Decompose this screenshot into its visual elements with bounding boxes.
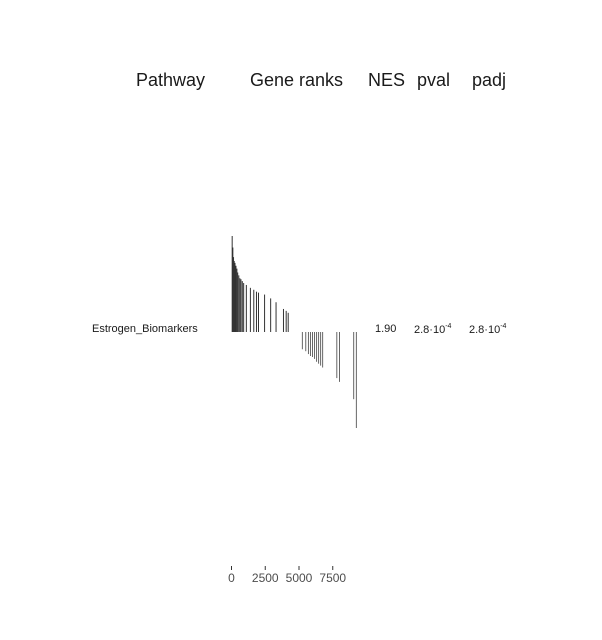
pval-exponent: -4 — [445, 323, 452, 330]
pval-value: 2.8·10-4 — [414, 323, 451, 336]
pval-mantissa: 2.8·10 — [414, 324, 446, 336]
padj-mantissa: 2.8·10 — [469, 324, 501, 336]
header-gene-ranks: Gene ranks — [250, 70, 344, 90]
axis-tick-label: 0 — [228, 571, 235, 585]
header-pval: pval — [417, 70, 451, 90]
axis-tick-label: 7500 — [319, 571, 346, 585]
header-nes: NES — [368, 70, 406, 90]
header-pathway: Pathway — [136, 70, 206, 90]
header-padj: padj — [472, 70, 507, 90]
nes-value: 1.90 — [375, 323, 397, 335]
padj-value: 2.8·10-4 — [469, 323, 506, 336]
padj-exponent: -4 — [500, 323, 507, 330]
pathway-name: Estrogen_Biomarkers — [92, 323, 198, 335]
axis-tick-label: 2500 — [252, 571, 279, 585]
axis-tick-label: 5000 — [286, 571, 313, 585]
